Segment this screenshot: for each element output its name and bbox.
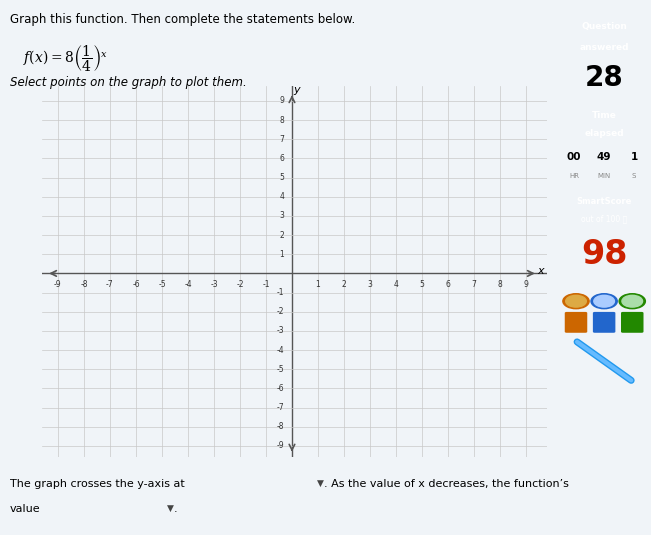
Text: -1: -1	[277, 288, 284, 297]
Text: answered: answered	[579, 43, 629, 51]
Text: -8: -8	[80, 280, 88, 289]
Text: -9: -9	[54, 280, 62, 289]
Circle shape	[619, 294, 645, 309]
Text: 9: 9	[523, 280, 529, 289]
Text: 3: 3	[368, 280, 372, 289]
Text: .: .	[174, 504, 178, 514]
Text: 3: 3	[279, 211, 284, 220]
Text: -9: -9	[277, 441, 284, 450]
Text: . As the value of x decreases, the function’s: . As the value of x decreases, the funct…	[324, 479, 568, 489]
Text: -5: -5	[277, 365, 284, 374]
Text: x: x	[537, 265, 544, 276]
Text: -5: -5	[158, 280, 166, 289]
FancyBboxPatch shape	[593, 312, 615, 333]
Text: out of 100 ⓘ: out of 100 ⓘ	[581, 215, 628, 224]
Text: 7: 7	[471, 280, 477, 289]
Text: -7: -7	[277, 403, 284, 412]
Circle shape	[566, 295, 587, 307]
Text: HR: HR	[569, 173, 579, 179]
Text: 5: 5	[420, 280, 424, 289]
Text: Time: Time	[592, 111, 616, 120]
Text: -3: -3	[210, 280, 218, 289]
Text: 6: 6	[279, 154, 284, 163]
FancyBboxPatch shape	[621, 312, 643, 333]
Text: 6: 6	[445, 280, 450, 289]
Text: -6: -6	[132, 280, 140, 289]
Text: S: S	[632, 173, 636, 179]
Text: 49: 49	[597, 152, 611, 163]
Text: 2: 2	[342, 280, 346, 289]
Text: 1: 1	[316, 280, 320, 289]
Circle shape	[622, 295, 643, 307]
Text: $f(x) = 8\left(\dfrac{1}{4}\right)^x$: $f(x) = 8\left(\dfrac{1}{4}\right)^x$	[23, 44, 108, 74]
Circle shape	[591, 294, 617, 309]
Text: -2: -2	[236, 280, 243, 289]
Text: 98: 98	[581, 238, 628, 271]
Circle shape	[594, 295, 615, 307]
Text: -4: -4	[184, 280, 192, 289]
Text: y: y	[294, 86, 300, 95]
Text: 8: 8	[497, 280, 503, 289]
Text: elapsed: elapsed	[585, 129, 624, 138]
Text: 00: 00	[567, 152, 581, 163]
Text: -4: -4	[277, 346, 284, 355]
Text: -1: -1	[262, 280, 270, 289]
Text: ▼: ▼	[317, 479, 324, 488]
Text: 8: 8	[279, 116, 284, 125]
Text: Select points on the graph to plot them.: Select points on the graph to plot them.	[10, 76, 247, 89]
Text: 2: 2	[279, 231, 284, 240]
Text: -6: -6	[277, 384, 284, 393]
Text: 5: 5	[279, 173, 284, 182]
Circle shape	[563, 294, 589, 309]
Text: Question: Question	[581, 22, 627, 31]
Text: MIN: MIN	[598, 173, 611, 179]
Text: 9: 9	[279, 96, 284, 105]
Text: 1: 1	[631, 152, 638, 163]
Text: Graph this function. Then complete the statements below.: Graph this function. Then complete the s…	[10, 13, 355, 26]
Text: -2: -2	[277, 307, 284, 316]
FancyBboxPatch shape	[565, 312, 587, 333]
Text: 4: 4	[394, 280, 398, 289]
Text: 1: 1	[279, 250, 284, 259]
Text: 7: 7	[279, 135, 284, 144]
Text: value: value	[10, 504, 40, 514]
Text: The graph crosses the y-axis at: The graph crosses the y-axis at	[10, 479, 184, 489]
Text: -8: -8	[277, 422, 284, 431]
Text: ▼: ▼	[167, 504, 174, 513]
Text: 28: 28	[585, 64, 624, 92]
Text: -7: -7	[106, 280, 114, 289]
Text: -3: -3	[277, 326, 284, 335]
Text: 4: 4	[279, 192, 284, 201]
Text: SmartScore: SmartScore	[576, 197, 632, 206]
